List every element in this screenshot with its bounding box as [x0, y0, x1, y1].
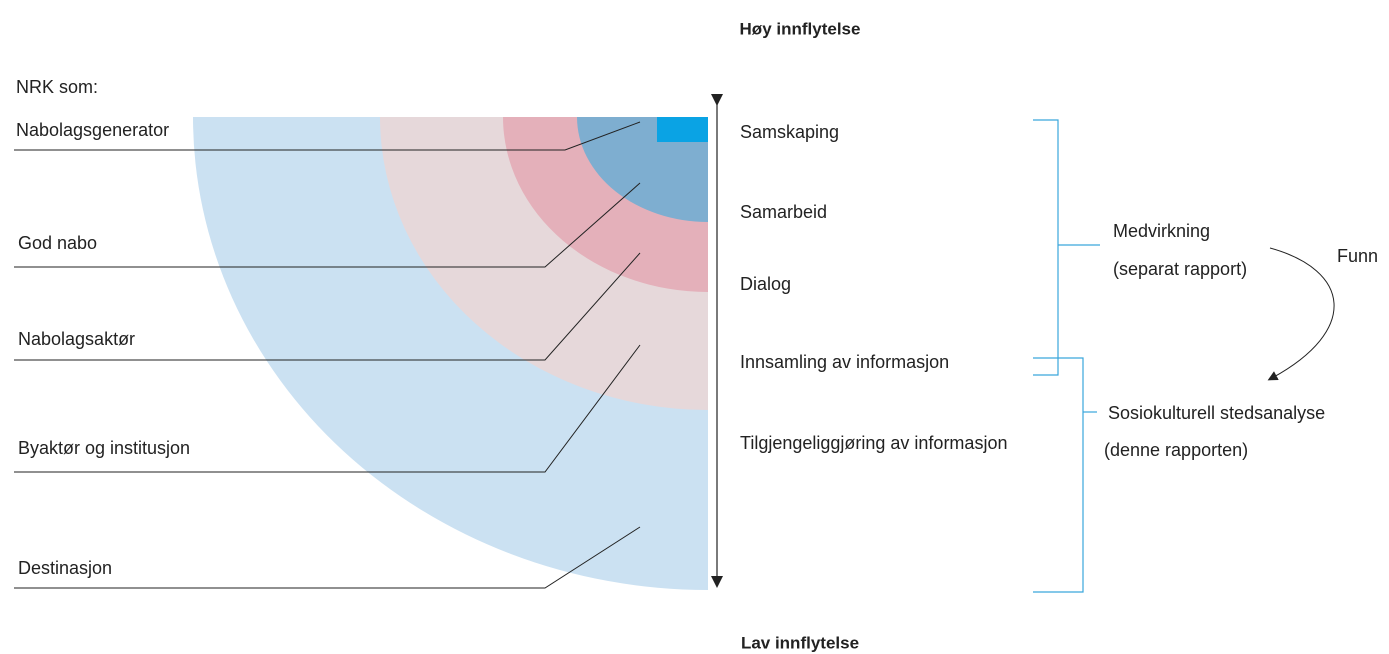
left-title: NRK som: [16, 77, 98, 97]
scale-label: Tilgjengeliggjøring av informasjon [740, 433, 1007, 453]
scale-label: Samarbeid [740, 202, 827, 222]
core [657, 117, 708, 142]
group-title: Medvirkning [1113, 221, 1210, 241]
group-title: Sosiokulturell stedsanalyse [1108, 403, 1325, 423]
findings-arrow [1267, 247, 1335, 381]
left-label: Nabolagsaktør [18, 329, 135, 349]
ring [577, 117, 708, 222]
bottom-label: Lav innflytelse [741, 633, 859, 652]
rings [193, 117, 708, 590]
top-label: Høy innflytelse [740, 19, 861, 38]
left-label: Destinasjon [18, 558, 112, 578]
scale-label: Innsamling av informasjon [740, 352, 949, 372]
left-label: Nabolagsgenerator [16, 120, 169, 140]
arrow-label: Funn [1337, 246, 1378, 266]
left-label: Byaktør og institusjon [18, 438, 190, 458]
scale-label: Dialog [740, 274, 791, 294]
brackets [1033, 119, 1100, 593]
group-subtitle: (separat rapport) [1113, 259, 1247, 279]
group-subtitle: (denne rapporten) [1104, 440, 1248, 460]
left-label: God nabo [18, 233, 97, 253]
scale-label: Samskaping [740, 122, 839, 142]
leader-lines [14, 121, 641, 589]
